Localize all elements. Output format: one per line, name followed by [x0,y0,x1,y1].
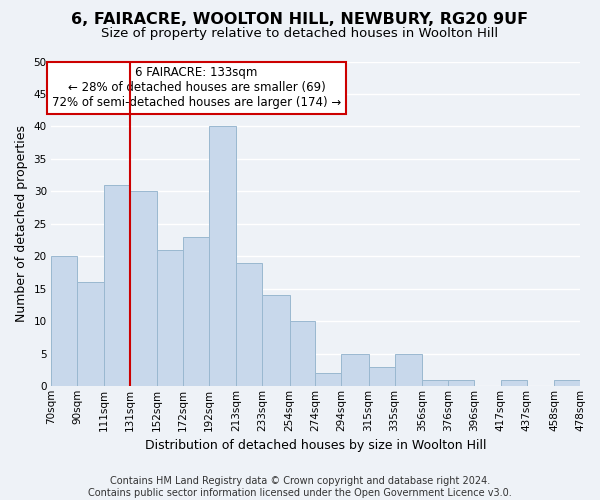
Y-axis label: Number of detached properties: Number of detached properties [15,126,28,322]
Bar [262,296,290,386]
Bar [157,250,183,386]
Bar [316,374,341,386]
Bar [501,380,527,386]
Bar [554,380,580,386]
Bar [130,192,157,386]
Bar [290,322,316,386]
Text: Size of property relative to detached houses in Woolton Hill: Size of property relative to detached ho… [101,28,499,40]
Bar [341,354,368,386]
Bar [183,237,209,386]
Bar [51,256,77,386]
Bar [104,185,130,386]
Bar [236,263,262,386]
Text: Contains HM Land Registry data © Crown copyright and database right 2024.
Contai: Contains HM Land Registry data © Crown c… [88,476,512,498]
Bar [395,354,422,386]
X-axis label: Distribution of detached houses by size in Woolton Hill: Distribution of detached houses by size … [145,440,486,452]
Text: 6 FAIRACRE: 133sqm
← 28% of detached houses are smaller (69)
72% of semi-detache: 6 FAIRACRE: 133sqm ← 28% of detached hou… [52,66,341,110]
Bar [209,126,236,386]
Bar [77,282,104,387]
Bar [368,367,395,386]
Bar [422,380,448,386]
Bar [448,380,473,386]
Text: 6, FAIRACRE, WOOLTON HILL, NEWBURY, RG20 9UF: 6, FAIRACRE, WOOLTON HILL, NEWBURY, RG20… [71,12,529,28]
